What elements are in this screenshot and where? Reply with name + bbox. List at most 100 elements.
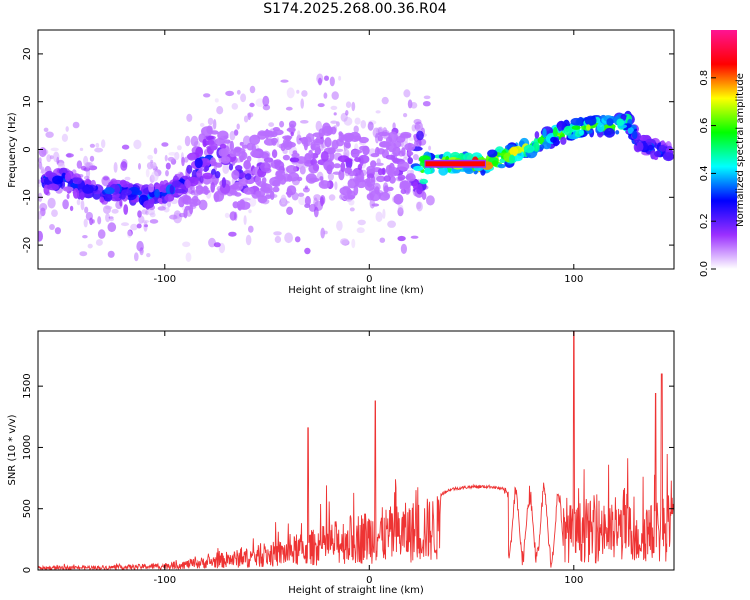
heatmap-speckle bbox=[69, 205, 74, 212]
heatmap-cell bbox=[104, 187, 115, 195]
heatmap-cell bbox=[110, 196, 121, 202]
heatmap-speckle bbox=[144, 224, 148, 228]
heatmap-speckle bbox=[199, 122, 205, 127]
heatmap-speckle bbox=[203, 93, 211, 98]
heatmap-speckle bbox=[76, 199, 81, 206]
heatmap-cell bbox=[320, 151, 329, 162]
heatmap-cell bbox=[424, 167, 431, 175]
heatmap-speckle bbox=[149, 219, 159, 224]
heatmap-speckle bbox=[97, 229, 106, 239]
heatmap-speckle bbox=[61, 133, 68, 142]
heatmap-cell bbox=[259, 151, 270, 159]
heatmap-speckle bbox=[375, 211, 383, 223]
heatmap-speckle bbox=[38, 230, 43, 242]
snr-x-tick-label: -100 bbox=[153, 575, 176, 586]
heatmap-speckle bbox=[65, 126, 69, 132]
heatmap-cell bbox=[627, 127, 634, 135]
heatmap-cell bbox=[280, 143, 286, 152]
heatmap-speckle bbox=[279, 120, 285, 128]
heatmap-cell bbox=[366, 173, 375, 179]
heatmap-speckle bbox=[123, 204, 129, 215]
heatmap-speckle bbox=[338, 75, 342, 81]
heatmap-cell bbox=[532, 141, 540, 152]
heatmap-speckle bbox=[124, 176, 131, 181]
heatmap-cell bbox=[213, 192, 220, 203]
heatmap-cell bbox=[229, 149, 236, 158]
heatmap-cell bbox=[119, 192, 126, 200]
heatmap-speckle bbox=[400, 243, 407, 254]
heatmap-speckle bbox=[400, 188, 407, 195]
heatmap-cell bbox=[230, 184, 240, 190]
snr-x-tick-label: 100 bbox=[564, 575, 583, 586]
heatmap-cell bbox=[579, 129, 584, 136]
heatmap-speckle bbox=[290, 131, 294, 137]
heatmap-cell bbox=[534, 131, 540, 139]
heatmap-cell bbox=[385, 154, 396, 160]
heatmap-speckle bbox=[213, 119, 217, 130]
heatmap-cell bbox=[331, 139, 339, 150]
colorbar-tick-label: 0.8 bbox=[699, 70, 710, 86]
heatmap-speckle bbox=[280, 79, 289, 83]
heatmap-cell bbox=[64, 172, 71, 182]
heatmap-speckle bbox=[97, 216, 102, 225]
heatmap-cell bbox=[260, 162, 271, 173]
heatmap-speckle bbox=[103, 205, 111, 214]
heatmap-cell bbox=[72, 188, 80, 199]
heatmap-speckle bbox=[165, 170, 169, 177]
heatmap-speckle bbox=[330, 105, 338, 110]
heatmap-speckle bbox=[107, 250, 115, 258]
heatmap-speckle bbox=[336, 220, 343, 231]
heatmap-cell bbox=[233, 146, 242, 153]
heatmap-speckle bbox=[168, 152, 177, 156]
heatmap-cell bbox=[58, 167, 68, 176]
spectrogram-x-tick-label: 0 bbox=[366, 274, 372, 285]
heatmap-speckle bbox=[298, 196, 306, 206]
heatmap-cell bbox=[282, 135, 293, 140]
heatmap-cell bbox=[187, 198, 198, 205]
heatmap-cell bbox=[586, 124, 591, 131]
heatmap-cell bbox=[215, 162, 223, 168]
heatmap-speckle bbox=[410, 235, 419, 239]
heatmap-speckle bbox=[249, 85, 256, 94]
heatmap-cell bbox=[244, 173, 252, 180]
heatmap-speckle bbox=[345, 110, 349, 116]
heatmap-cell bbox=[217, 130, 229, 141]
heatmap-speckle bbox=[416, 138, 422, 148]
heatmap-cell bbox=[246, 142, 254, 151]
heatmap-speckle bbox=[231, 103, 239, 110]
heatmap-speckle bbox=[141, 209, 148, 215]
heatmap-speckle bbox=[103, 176, 109, 181]
heatmap-cell bbox=[265, 128, 270, 140]
heatmap-speckle bbox=[262, 95, 270, 107]
heatmap-speckle bbox=[369, 198, 375, 209]
heatmap-speckle bbox=[89, 143, 95, 148]
heatmap-speckle bbox=[367, 121, 374, 131]
heatmap-speckle bbox=[243, 215, 247, 226]
heatmap-cell bbox=[405, 186, 410, 194]
heatmap-cell bbox=[235, 165, 243, 171]
heatmap-speckle bbox=[356, 227, 365, 234]
heatmap-speckle bbox=[137, 210, 142, 218]
heatmap-cell bbox=[202, 138, 207, 148]
heatmap-cell bbox=[509, 154, 515, 164]
heatmap-speckle bbox=[397, 207, 404, 217]
heatmap-speckle bbox=[51, 209, 58, 217]
heatmap-speckle bbox=[222, 163, 230, 174]
heatmap-cell bbox=[194, 157, 203, 169]
heatmap-speckle bbox=[80, 200, 85, 211]
heatmap-speckle bbox=[46, 154, 52, 163]
snr-y-tick-label: 1000 bbox=[22, 435, 33, 460]
heatmap-speckle bbox=[79, 147, 84, 151]
heatmap-cell bbox=[174, 188, 187, 194]
heatmap-speckle bbox=[402, 157, 409, 161]
heatmap-cell bbox=[223, 139, 231, 144]
heatmap-cell bbox=[356, 179, 367, 189]
heatmap-cell bbox=[338, 132, 345, 143]
heatmap-cell bbox=[243, 187, 255, 195]
heatmap-cell bbox=[270, 137, 278, 144]
heatmap-speckle bbox=[297, 192, 305, 197]
heatmap-speckle bbox=[109, 217, 114, 222]
heatmap-cell bbox=[596, 122, 605, 133]
heatmap-cell bbox=[604, 127, 615, 138]
